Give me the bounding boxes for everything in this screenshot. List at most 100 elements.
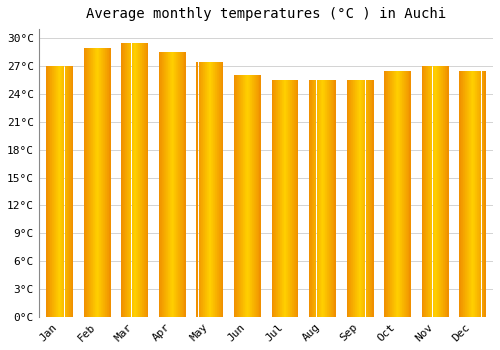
- Bar: [293, 80, 294, 317]
- Bar: [438, 66, 439, 317]
- Bar: [472, 71, 474, 317]
- Bar: [60, 66, 61, 317]
- Bar: [58, 66, 59, 317]
- Bar: [100, 48, 102, 317]
- Bar: [423, 66, 424, 317]
- Bar: [360, 80, 361, 317]
- Bar: [241, 76, 242, 317]
- Bar: [386, 71, 387, 317]
- Bar: [57, 66, 58, 317]
- Bar: [359, 80, 360, 317]
- Bar: [292, 80, 293, 317]
- Bar: [162, 52, 163, 317]
- Bar: [138, 43, 139, 317]
- Bar: [286, 80, 287, 317]
- Bar: [250, 76, 251, 317]
- Bar: [440, 66, 442, 317]
- Bar: [63, 66, 64, 317]
- Bar: [257, 76, 258, 317]
- Bar: [358, 80, 359, 317]
- Bar: [206, 62, 207, 317]
- Bar: [315, 80, 316, 317]
- Bar: [254, 76, 255, 317]
- Bar: [429, 66, 430, 317]
- Bar: [334, 80, 336, 317]
- Bar: [126, 43, 127, 317]
- Bar: [146, 43, 148, 317]
- Bar: [204, 62, 205, 317]
- Bar: [160, 52, 161, 317]
- Bar: [131, 43, 132, 317]
- Bar: [446, 66, 448, 317]
- Bar: [166, 52, 167, 317]
- Bar: [59, 66, 60, 317]
- Bar: [312, 80, 313, 317]
- Bar: [253, 76, 254, 317]
- Bar: [316, 80, 317, 317]
- Bar: [427, 66, 428, 317]
- Bar: [384, 71, 385, 317]
- Bar: [249, 76, 250, 317]
- Bar: [200, 62, 201, 317]
- Bar: [198, 62, 199, 317]
- Bar: [89, 48, 90, 317]
- Bar: [108, 48, 109, 317]
- Bar: [468, 71, 469, 317]
- Bar: [252, 76, 253, 317]
- Bar: [130, 43, 131, 317]
- Bar: [422, 66, 423, 317]
- Bar: [146, 43, 147, 317]
- Bar: [400, 71, 401, 317]
- Bar: [172, 52, 173, 317]
- Bar: [174, 52, 175, 317]
- Bar: [196, 62, 197, 317]
- Bar: [477, 71, 478, 317]
- Bar: [46, 66, 48, 317]
- Bar: [372, 80, 373, 317]
- Bar: [444, 66, 446, 317]
- Bar: [86, 48, 87, 317]
- Bar: [404, 71, 405, 317]
- Bar: [369, 80, 370, 317]
- Bar: [196, 62, 198, 317]
- Bar: [352, 80, 354, 317]
- Bar: [354, 80, 356, 317]
- Bar: [72, 66, 73, 317]
- Bar: [164, 52, 165, 317]
- Bar: [175, 52, 176, 317]
- Bar: [205, 62, 206, 317]
- Bar: [277, 80, 278, 317]
- Bar: [182, 52, 183, 317]
- Bar: [393, 71, 394, 317]
- Bar: [394, 71, 395, 317]
- Bar: [424, 66, 425, 317]
- Bar: [102, 48, 104, 317]
- Bar: [447, 66, 448, 317]
- Bar: [71, 66, 72, 317]
- Bar: [70, 66, 71, 317]
- Bar: [284, 80, 285, 317]
- Bar: [478, 71, 479, 317]
- Bar: [184, 52, 185, 317]
- Bar: [176, 52, 177, 317]
- Bar: [64, 66, 65, 317]
- Bar: [390, 71, 391, 317]
- Bar: [422, 66, 423, 317]
- Bar: [297, 80, 298, 317]
- Bar: [52, 66, 53, 317]
- Bar: [320, 80, 321, 317]
- Bar: [462, 71, 464, 317]
- Bar: [47, 66, 48, 317]
- Bar: [234, 76, 236, 317]
- Bar: [179, 52, 180, 317]
- Bar: [258, 76, 259, 317]
- Bar: [244, 76, 245, 317]
- Bar: [87, 48, 88, 317]
- Bar: [48, 66, 49, 317]
- Bar: [433, 66, 434, 317]
- Bar: [484, 71, 486, 317]
- Bar: [285, 80, 286, 317]
- Bar: [67, 66, 68, 317]
- Bar: [368, 80, 369, 317]
- Bar: [350, 80, 352, 317]
